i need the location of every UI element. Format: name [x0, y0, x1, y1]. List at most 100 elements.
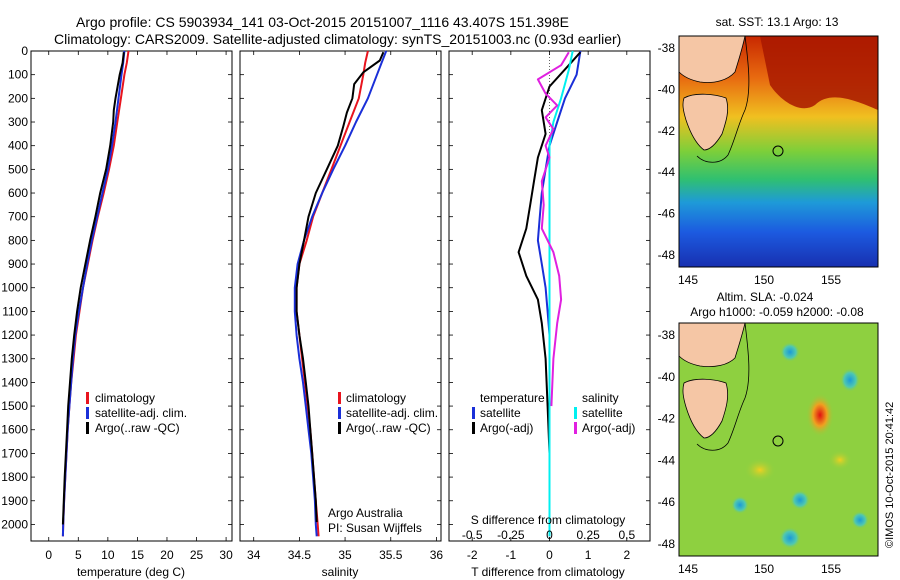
salinity-annotation-line2: PI: Susan Wijffels: [328, 521, 422, 535]
sla-mainland: [679, 323, 746, 367]
x-axis-ticks: 0 5 10 15 20 25 30 34 34.5 35 35.5 36 -2 -1 0 1 2 -0.5 -0.…: [31, 50, 650, 562]
lat-tick-label: -46: [658, 495, 676, 509]
sla-blob: [731, 496, 749, 514]
legend-label-satellite: satellite-adj. clim.: [95, 406, 187, 420]
x-tick-label: 1: [585, 548, 592, 562]
lat-tick-label: -44: [658, 453, 676, 467]
depth-tick-label: 1700: [1, 446, 28, 460]
lat-tick-label: -40: [658, 82, 676, 96]
legend-label-temp-satellite: satellite: [480, 406, 521, 420]
sla-map-frame: [678, 322, 879, 557]
x-tick-label: 36: [430, 548, 444, 562]
depth-tick-label: 1100: [2, 304, 28, 318]
x-tick-label-top: -0.25: [497, 528, 525, 542]
x-tick-label: -2: [467, 548, 478, 562]
depth-tick-label: 900: [8, 257, 28, 271]
temperature-xlabel: temperature (deg C): [77, 565, 185, 579]
legend-label-temp-argo: Argo(-adj): [480, 421, 533, 435]
difference-legend: temperature satellite Argo(-adj) salinit…: [472, 391, 635, 435]
x-tick-label: 35: [338, 548, 352, 562]
sla-blob: [828, 450, 852, 470]
sla-blob: [851, 511, 869, 529]
lon-tick-label: 150: [754, 273, 774, 287]
lat-tick-label: -44: [658, 165, 676, 179]
difference-top-xlabel: S difference from climatology: [471, 513, 626, 527]
legend-swatch-sal-argo: [574, 422, 577, 434]
x-tick-label: 2: [623, 548, 630, 562]
figure-title-line2: Climatology: CARS2009. Satellite-adjuste…: [54, 31, 621, 47]
imos-credit: ©IMOS 10-Oct-2015 20:41:42: [884, 402, 896, 548]
depth-axis-labels: 0 100 200 300 400 500 600 700 800 900 1000 1100 1200…: [1, 44, 28, 531]
sla-blob: [840, 368, 860, 392]
lon-tick-label: 155: [821, 273, 841, 287]
x-tick-label: 5: [75, 548, 82, 562]
x-tick-label-top: 0.25: [576, 528, 600, 542]
x-tick-label: 0: [546, 548, 553, 562]
depth-tick-label: 1600: [1, 423, 28, 437]
legend-swatch-temp-argo: [472, 422, 475, 434]
temperature-series: [61, 50, 130, 537]
sla-blob: [779, 527, 801, 549]
sla-map-title-line1: Altim. SLA: -0.024: [717, 290, 814, 304]
x-tick-label: 34: [247, 548, 261, 562]
depth-tick-label: 1300: [1, 352, 28, 366]
legend-swatch-argo: [338, 422, 341, 434]
legend-swatch-satellite: [338, 407, 341, 419]
legend-label-sal-satellite: satellite: [582, 406, 623, 420]
difference-xlabel: T difference from climatology: [471, 565, 625, 579]
legend-swatch-satellite: [86, 407, 89, 419]
series-line-1: [293, 50, 388, 537]
legend-label-climatology: climatology: [95, 391, 155, 405]
salinity-xlabel: salinity: [322, 565, 359, 579]
depth-tick-label: 1000: [1, 281, 28, 295]
series-line-1: [61, 50, 126, 537]
depth-tick-label: 400: [8, 139, 28, 153]
x-tick-label: 20: [160, 548, 174, 562]
x-tick-label-top: 0.5: [618, 528, 635, 542]
depth-tick-label: 1900: [1, 494, 28, 508]
depth-tick-label: 800: [8, 233, 28, 247]
x-tick-label: -1: [506, 548, 517, 562]
temperature-plot-frame: [30, 50, 233, 542]
x-tick-label: 25: [190, 548, 204, 562]
x-tick-label: 0: [45, 548, 52, 562]
lat-tick-label: -48: [658, 248, 676, 262]
lon-tick-label: 150: [754, 562, 774, 576]
sla-blob: [780, 342, 800, 362]
sla-blob: [744, 458, 776, 482]
depth-tick-label: 500: [8, 162, 28, 176]
salinity-annotation-line1: Argo Australia: [328, 506, 403, 520]
sst-shelf-contour: [696, 36, 750, 163]
series-line-0: [295, 50, 369, 537]
legend-swatch-sal-satellite: [574, 407, 577, 419]
legend-title-temperature: temperature: [480, 391, 545, 405]
lon-tick-label: 145: [678, 273, 698, 287]
depth-tick-label: 200: [8, 91, 28, 105]
lat-tick-label: -42: [658, 124, 676, 138]
salinity-series: [293, 50, 388, 537]
lon-tick-label: 155: [821, 562, 841, 576]
lat-tick-label: -38: [658, 41, 676, 55]
sla-map: Altim. SLA: -0.024 Argo h1000: -0.059 h2…: [658, 290, 879, 576]
lat-tick-label: -40: [658, 370, 676, 384]
lat-tick-label: -38: [658, 328, 676, 342]
legend-label-climatology: climatology: [346, 391, 406, 405]
lat-tick-label: -46: [658, 207, 676, 221]
depth-tick-label: 1400: [1, 375, 28, 389]
series-line-1: [517, 51, 582, 454]
legend-swatch-temp-satellite: [472, 407, 475, 419]
difference-series: [517, 50, 582, 541]
salinity-legend: climatology satellite-adj. clim. Argo(..…: [328, 391, 438, 535]
figure-title-line1: Argo profile: CS 5903934_141 03-Oct-2015…: [76, 14, 569, 30]
legend-label-argo: Argo(..raw -QC): [346, 421, 431, 435]
depth-tick-label: 1200: [1, 328, 28, 342]
depth-tick-label: 2000: [1, 517, 28, 531]
series-line-3: [536, 51, 570, 407]
temperature-legend: climatology satellite-adj. clim. Argo(..…: [86, 391, 187, 435]
legend-label-satellite: satellite-adj. clim.: [346, 406, 438, 420]
sla-map-title-line2: Argo h1000: -0.059 h2000: -0.08: [690, 305, 864, 319]
x-tick-label-top: -0.5: [462, 528, 483, 542]
salinity-plot-frame: [239, 50, 442, 542]
sla-tasmania: [682, 378, 729, 439]
sst-map: sat. SST: 13.1 Argo: 13 -38-40-42-44-46-…: [658, 15, 879, 287]
